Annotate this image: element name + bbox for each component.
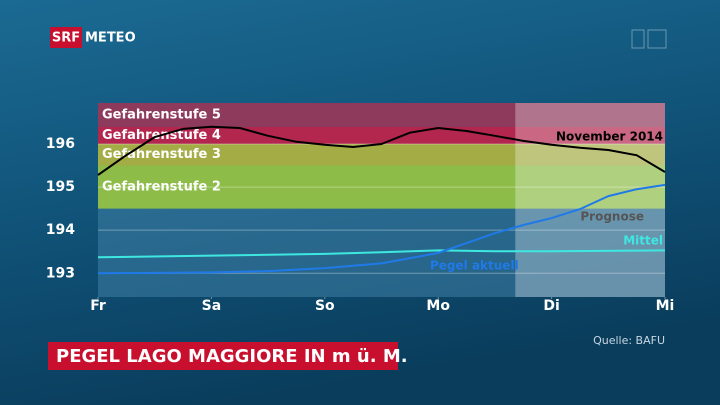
corner-icon: [631, 29, 645, 49]
y-tick-label: 194: [46, 222, 75, 238]
y-tick-label: 193: [46, 265, 75, 281]
series-line: [97, 249, 666, 259]
danger-band: [98, 103, 665, 127]
x-tick-label: So: [315, 298, 335, 314]
x-tick-label: Di: [543, 298, 559, 314]
logo: SRF: [52, 31, 80, 46]
brand: METEO: [85, 31, 136, 46]
band-label: Gefahrenstufe 2: [102, 180, 221, 195]
x-tick-label: Mi: [656, 298, 675, 314]
forecast-label: Prognose: [580, 210, 644, 224]
series-label: November 2014: [556, 130, 663, 144]
x-tick-label: Mo: [426, 298, 450, 314]
series-line: [97, 183, 666, 275]
danger-band: [98, 143, 665, 166]
x-tick-label: Fr: [90, 298, 106, 314]
y-tick-label: 195: [46, 179, 75, 195]
title-box: [48, 342, 398, 370]
chart-title: PEGEL LAGO MAGGIORE IN m ü. M.: [56, 346, 408, 367]
band-label: Gefahrenstufe 5: [102, 107, 221, 122]
danger-band: [98, 126, 665, 144]
danger-band: [98, 165, 665, 209]
series-label: Pegel aktuell: [430, 259, 519, 273]
corner-icon: [647, 29, 667, 49]
logo-box: [50, 27, 82, 48]
series-line: [97, 125, 666, 176]
series-label: Mittel: [623, 234, 663, 248]
y-tick-label: 196: [46, 136, 75, 152]
x-tick-label: Sa: [202, 298, 222, 314]
forecast-region: [515, 103, 665, 297]
source: Quelle: BAFU: [593, 334, 665, 347]
